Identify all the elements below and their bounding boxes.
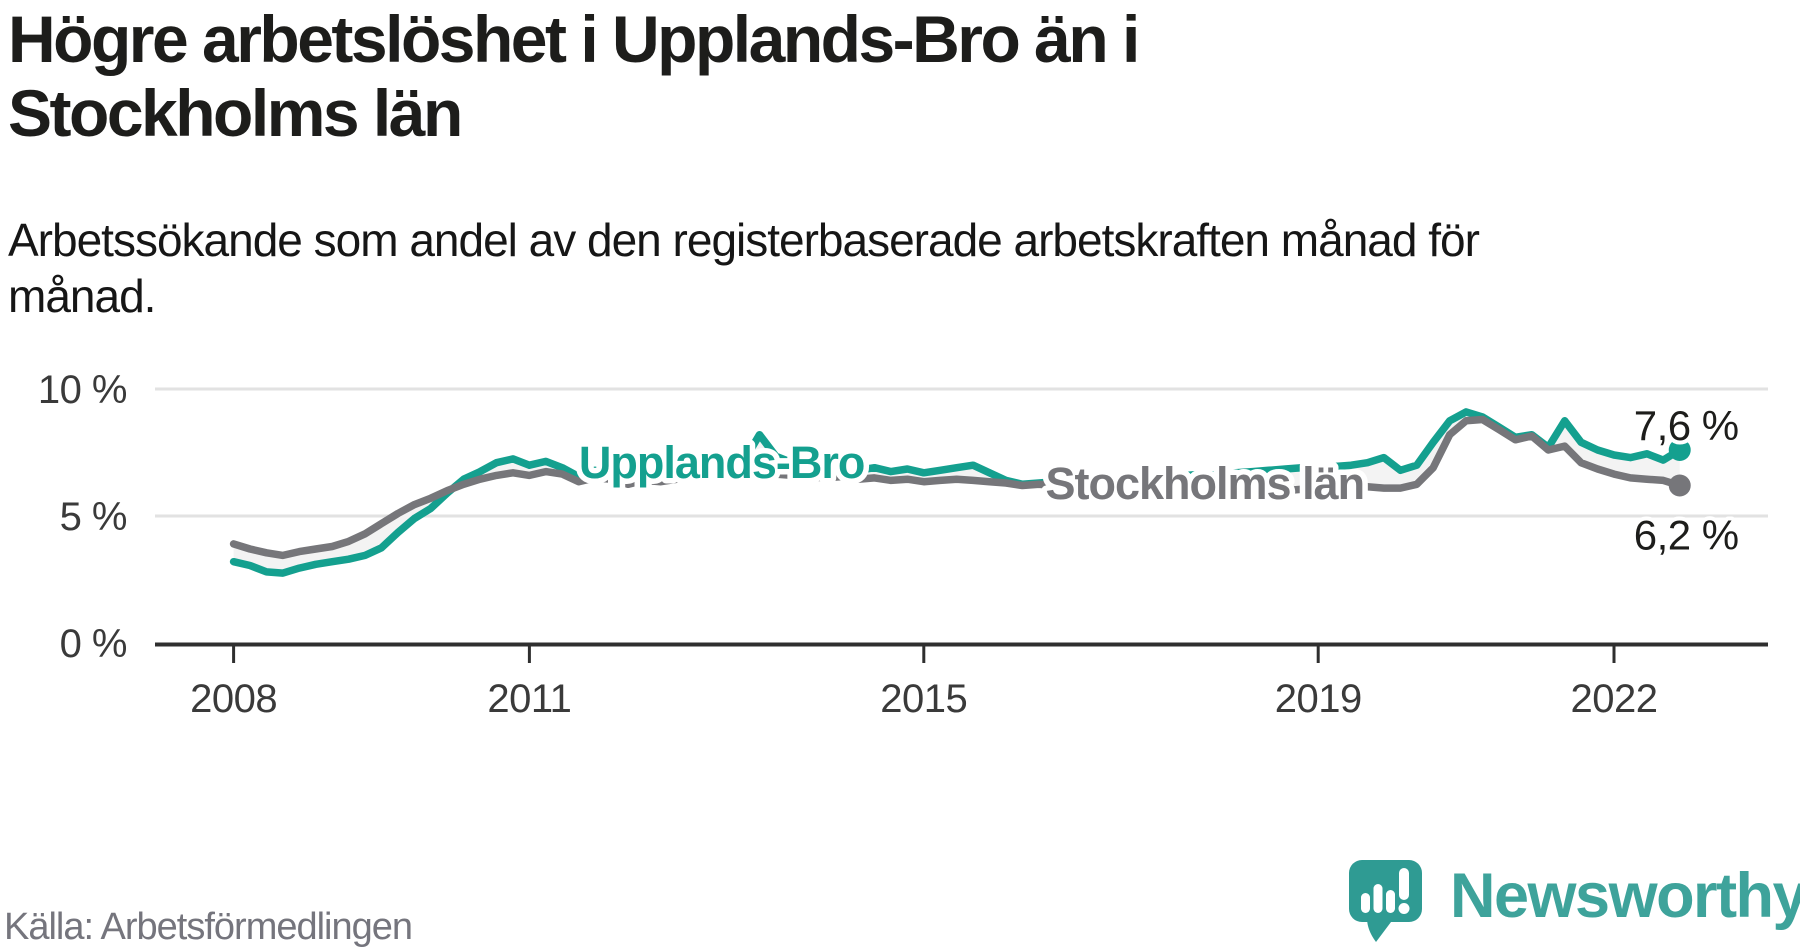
chart-title-line-2: Stockholms län: [8, 76, 463, 150]
source-note: Källa: Arbetsförmedlingen: [4, 906, 413, 948]
chart-subtitle-line-1: Arbetssökande som andel av den registerb…: [8, 214, 1480, 266]
x-tick-label-2008: 2008: [190, 677, 277, 721]
newsworthy-wordmark: Newsworthy: [1450, 861, 1800, 931]
x-tick-label-2011: 2011: [487, 677, 571, 721]
chart-subtitle-line-2: månad.: [8, 270, 156, 322]
chart-title-line-1: Högre arbetslöshet i Upplands-Bro än i: [8, 2, 1140, 76]
x-tick-label-2022: 2022: [1571, 677, 1658, 721]
x-tick-label-2015: 2015: [880, 677, 967, 721]
newsworthy-logo: Newsworthy: [1348, 858, 1800, 944]
bar-3: [1386, 890, 1395, 913]
end-dot-stockholms-län: [1668, 474, 1691, 497]
end-value-label-stockholms-län: 6,2 %: [1634, 512, 1739, 559]
y-tick-label-0: 0 %: [60, 622, 127, 666]
chart-title: Högre arbetslöshet i Upplands-Bro än i S…: [8, 2, 1140, 150]
end-value-label-upplands-bro: 7,6 %: [1634, 402, 1739, 449]
y-tick-label-10: 10 %: [38, 368, 127, 412]
series-label-upplands-bro: Upplands-Bro: [579, 437, 865, 488]
bar-1: [1361, 893, 1370, 913]
unemployment-line-chart: 2008 2011 2015 2019 2022 10 % 5 % 0 % 7,6 % Uppla…: [38, 368, 1768, 721]
bar-2: [1373, 884, 1383, 913]
exclamation-dot: [1398, 903, 1410, 914]
newsworthy-speech-bubble-chart-icon: [1349, 860, 1422, 942]
exclamation-bar: [1399, 868, 1409, 900]
bubble-tail: [1367, 918, 1394, 942]
series-line-upplands-bro: [229, 408, 1684, 577]
chart-subtitle: Arbetssökande som andel av den registerb…: [8, 212, 1480, 324]
bubble-shape: [1349, 860, 1422, 922]
end-dot-upplands-bro: [1668, 438, 1691, 461]
x-tick-label-2019: 2019: [1275, 677, 1362, 721]
series-label-stockholms-län: Stockholms län: [1046, 458, 1365, 509]
y-tick-label-5: 5 %: [60, 495, 127, 539]
series-line-stockholms-län: [229, 415, 1684, 560]
